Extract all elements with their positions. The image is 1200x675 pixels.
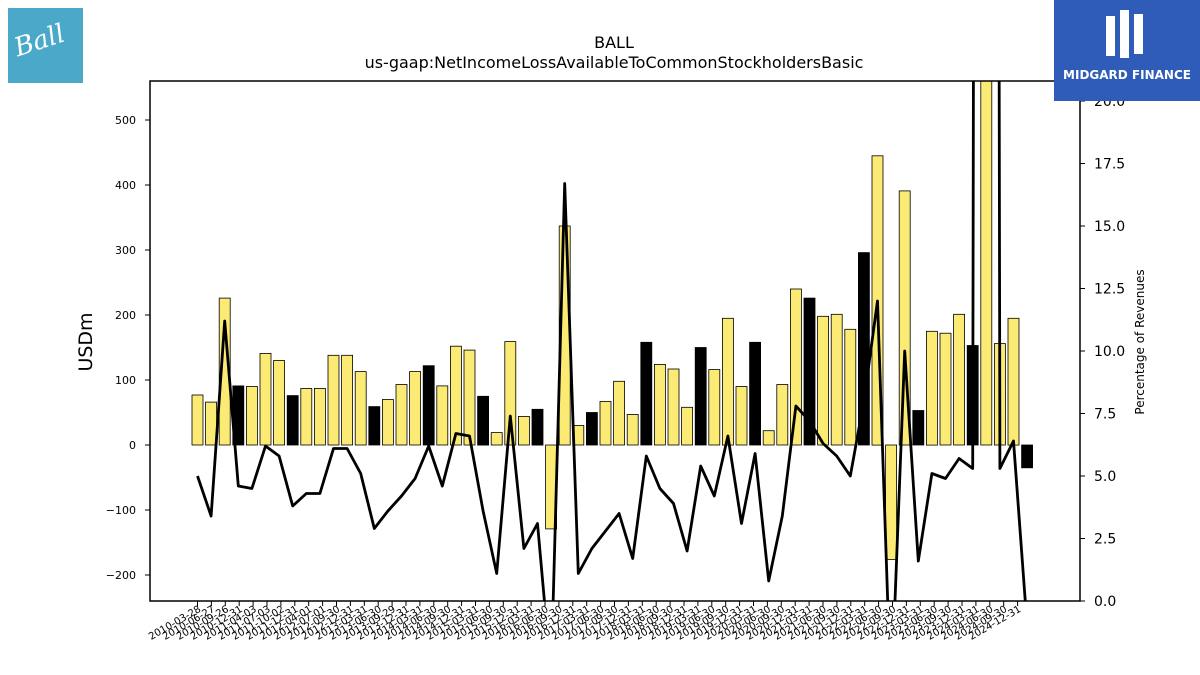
bar bbox=[939, 332, 952, 446]
bar bbox=[694, 347, 707, 446]
y-tick-label: 100 bbox=[115, 374, 136, 387]
bar bbox=[599, 401, 612, 446]
bar bbox=[912, 410, 925, 446]
percentage-line bbox=[196, 81, 1027, 601]
bar bbox=[790, 288, 802, 446]
chart-title: BALL bbox=[594, 33, 634, 52]
chart-subtitle: us-gaap:NetIncomeLossAvailableToCommonSt… bbox=[365, 53, 864, 72]
y-axis-label: USDm bbox=[75, 312, 97, 371]
bar bbox=[354, 371, 367, 446]
bar bbox=[518, 415, 530, 446]
bar bbox=[422, 365, 435, 446]
bar bbox=[327, 354, 340, 446]
ball-logo-text: Ball bbox=[10, 18, 69, 64]
y2-tick-label: 7.5 bbox=[1094, 407, 1116, 423]
y-tick-label: 0 bbox=[129, 439, 136, 452]
bar bbox=[191, 394, 204, 446]
bar bbox=[667, 368, 680, 446]
bar bbox=[1021, 444, 1033, 469]
bar bbox=[803, 297, 816, 446]
midgard-finance-logo: MIDGARD FINANCE bbox=[1054, 0, 1200, 101]
y2-tick-label: 2.5 bbox=[1094, 532, 1116, 548]
y2-tick-label: 0.0 bbox=[1094, 594, 1116, 610]
bar bbox=[477, 395, 490, 446]
line-layer bbox=[196, 81, 1027, 601]
midgard-mark-icon bbox=[1106, 10, 1143, 58]
bar bbox=[613, 380, 625, 446]
bar bbox=[531, 408, 544, 446]
bar bbox=[654, 363, 666, 446]
y2-tick-label: 10.0 bbox=[1094, 344, 1125, 360]
bar bbox=[395, 384, 408, 446]
bar bbox=[273, 360, 286, 446]
ball-logo: Ball bbox=[8, 8, 83, 83]
bar bbox=[735, 386, 748, 446]
bar bbox=[504, 341, 517, 446]
bar bbox=[885, 444, 897, 560]
bar bbox=[259, 352, 272, 446]
y-tick-label: −200 bbox=[106, 569, 136, 582]
bar bbox=[844, 328, 857, 446]
bar bbox=[341, 354, 354, 446]
y2-tick-label: 17.5 bbox=[1094, 157, 1125, 173]
bar bbox=[300, 387, 313, 446]
bar bbox=[205, 401, 218, 446]
bar bbox=[640, 341, 653, 446]
bar bbox=[490, 432, 503, 446]
bars-layer bbox=[191, 81, 1033, 560]
y2-tick-label: 5.0 bbox=[1094, 469, 1116, 485]
bar bbox=[368, 406, 381, 446]
bar bbox=[286, 395, 299, 446]
bar bbox=[980, 81, 993, 446]
bar bbox=[762, 430, 775, 446]
bar bbox=[953, 313, 965, 446]
bar bbox=[858, 252, 870, 446]
bar bbox=[409, 371, 422, 446]
y-tick-label: 200 bbox=[115, 309, 136, 322]
y2-axis-label: Percentage of Revenues bbox=[1133, 269, 1147, 414]
y-tick-label: −100 bbox=[106, 504, 136, 517]
y-tick-label: 300 bbox=[115, 244, 136, 257]
bar bbox=[681, 406, 693, 446]
bar bbox=[586, 412, 598, 446]
y-tick-label: 500 bbox=[115, 114, 136, 127]
bar bbox=[245, 386, 258, 446]
bar bbox=[722, 317, 734, 446]
y2-tick-label: 12.5 bbox=[1094, 282, 1125, 298]
bar bbox=[817, 315, 829, 446]
y-tick-label: 400 bbox=[115, 179, 136, 192]
bar bbox=[708, 369, 721, 446]
bar bbox=[926, 330, 938, 446]
bar bbox=[626, 413, 639, 446]
bar bbox=[749, 341, 761, 446]
bar bbox=[436, 385, 449, 446]
y2-tick-label: 15.0 bbox=[1094, 219, 1125, 235]
bar bbox=[898, 190, 911, 446]
bar bbox=[449, 345, 462, 446]
bar bbox=[381, 399, 394, 446]
bar bbox=[1007, 317, 1020, 446]
bar bbox=[776, 384, 789, 446]
midgard-finance-name: MIDGARD FINANCE bbox=[1063, 68, 1191, 82]
axes-layer: −200 −100 0 100 200 300 400 500 0.0 2.5 5.0 7.5 10.0… bbox=[106, 80, 1125, 643]
bar bbox=[463, 349, 476, 446]
bar bbox=[313, 387, 326, 446]
bar bbox=[830, 313, 843, 446]
